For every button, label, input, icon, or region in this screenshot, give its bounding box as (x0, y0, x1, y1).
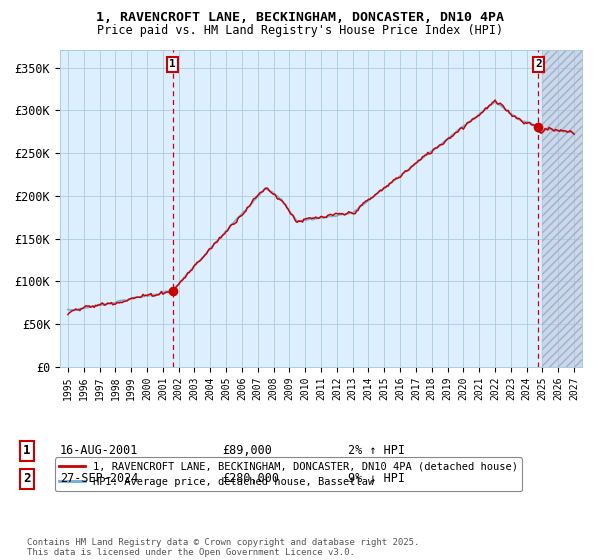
Text: 2: 2 (535, 59, 542, 69)
Text: 1: 1 (23, 444, 31, 458)
Bar (542, 50, 582, 367)
Text: Price paid vs. HM Land Registry's House Price Index (HPI): Price paid vs. HM Land Registry's House … (97, 24, 503, 36)
Bar (542, 50, 582, 367)
Text: £89,000: £89,000 (222, 444, 272, 458)
Text: 1, RAVENCROFT LANE, BECKINGHAM, DONCASTER, DN10 4PA: 1, RAVENCROFT LANE, BECKINGHAM, DONCASTE… (96, 11, 504, 24)
Text: £280,000: £280,000 (222, 472, 279, 486)
Text: 16-AUG-2001: 16-AUG-2001 (60, 444, 139, 458)
Text: 2: 2 (23, 472, 31, 486)
Text: 27-SEP-2024: 27-SEP-2024 (60, 472, 139, 486)
Text: 9% ↓ HPI: 9% ↓ HPI (348, 472, 405, 486)
Text: 1: 1 (169, 59, 176, 69)
Text: Contains HM Land Registry data © Crown copyright and database right 2025.
This d: Contains HM Land Registry data © Crown c… (27, 538, 419, 557)
Legend: 1, RAVENCROFT LANE, BECKINGHAM, DONCASTER, DN10 4PA (detached house), HPI: Avera: 1, RAVENCROFT LANE, BECKINGHAM, DONCASTE… (55, 458, 523, 491)
Text: 2% ↑ HPI: 2% ↑ HPI (348, 444, 405, 458)
